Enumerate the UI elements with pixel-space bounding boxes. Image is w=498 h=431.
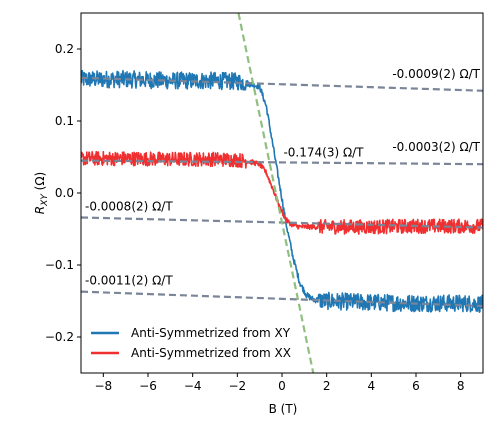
y-tick-label: 0.0 [55,186,74,200]
axes-layer: −8 −6 −4 −2 0 2 4 6 8 −0.2 −0.1 0.0 0.1 0.2 [45,42,465,393]
fit-label-4: -0.174(3) Ω/T [283,146,364,160]
x-tick-label: 2 [323,379,331,393]
x-tick-label: 8 [457,379,465,393]
fit-labels-layer: -0.0009(2) Ω/T -0.0003(2) Ω/T -0.0008(2) Ω… [85,67,481,288]
series-line-xx [81,150,483,235]
x-tick-label: 0 [278,379,286,393]
x-tick-label: −8 [94,379,112,393]
legend-label-xy: Anti-Symmetrized from XY [131,326,291,340]
x-tick-label: −6 [139,379,157,393]
series-line-xy [81,69,483,313]
fit-label-2: -0.0008(2) Ω/T [85,199,173,213]
y-axis-label-main: R [33,206,47,214]
fit-line-1 [81,159,483,166]
fit-line-0 [81,76,483,92]
x-axis-label: B (T) [269,402,298,416]
y-tick-label: −0.2 [45,330,74,344]
x-tick-label: −2 [228,379,246,393]
y-tick-label: 0.1 [55,114,74,128]
fit-label-1: -0.0003(2) Ω/T [392,140,480,154]
fit-line-4 [237,13,315,373]
x-tick-label: 6 [412,379,420,393]
y-axis-label-unit: (Ω) [33,172,47,194]
x-tick-label: −4 [184,379,202,393]
fit-label-0: -0.0009(2) Ω/T [392,67,480,81]
y-tick-label: 0.2 [55,42,74,56]
fit-lines-layer [81,13,483,373]
x-tick-label: 4 [368,379,376,393]
legend-label-xx: Anti-Symmetrized from XX [131,346,291,360]
y-tick-label: −0.1 [45,258,74,272]
y-axis-label: RXY (Ω) [33,172,50,214]
data-layer [81,69,483,313]
fit-label-3: -0.0011(2) Ω/T [85,274,173,288]
y-axis-label-sub: XY [40,193,50,207]
legend: Anti-Symmetrized from XY Anti-Symmetrize… [91,326,291,360]
fit-line-3 [81,290,483,308]
